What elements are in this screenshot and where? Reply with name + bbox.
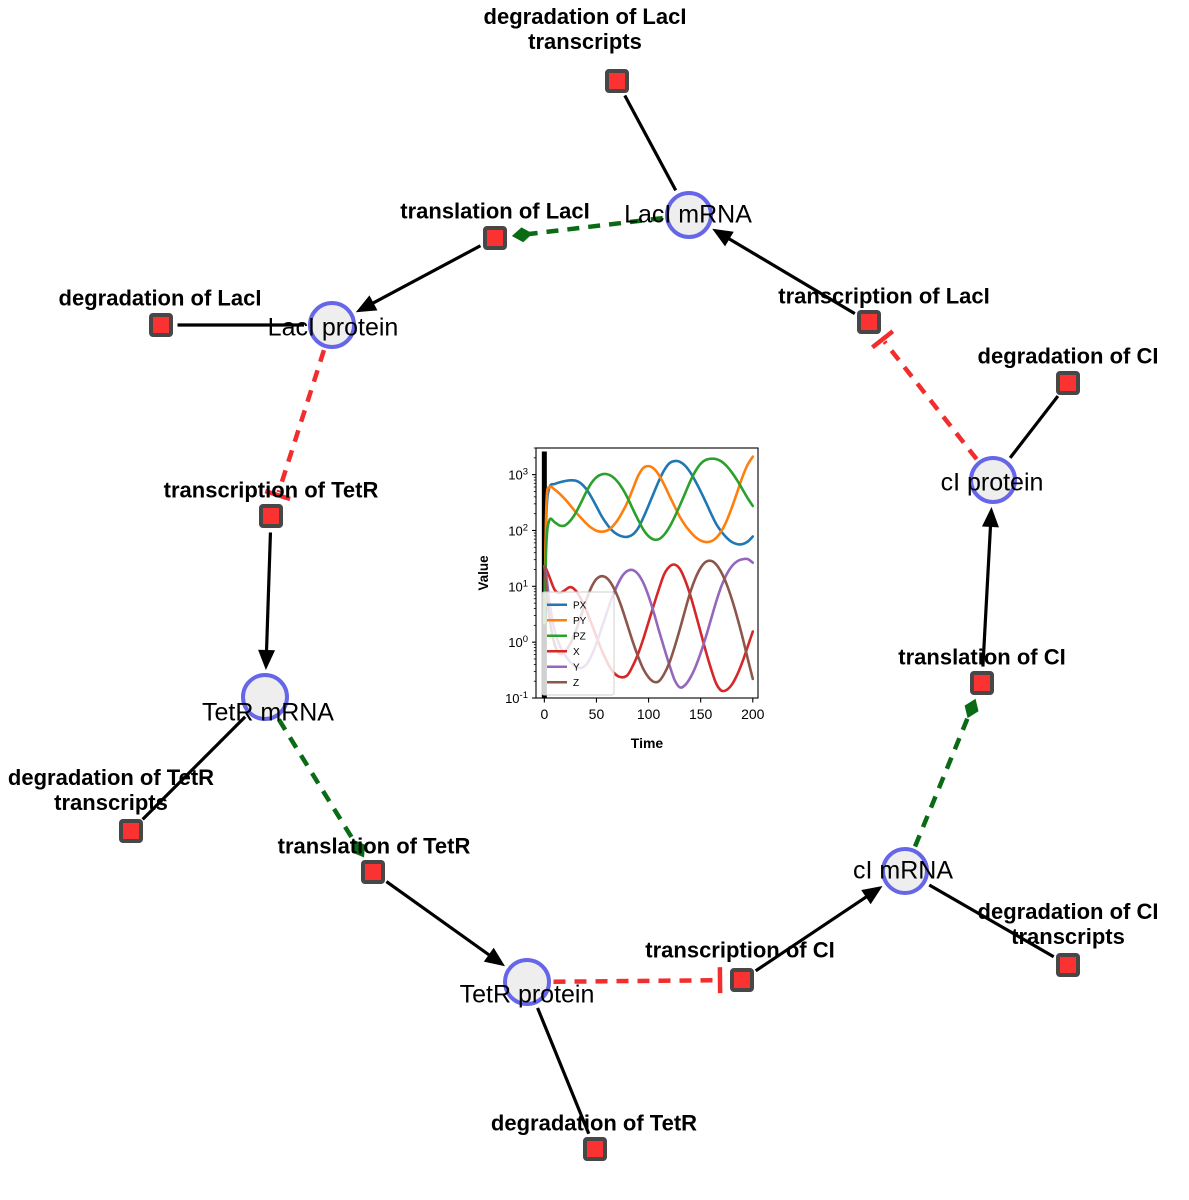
reaction-label-tx_ci: transcription of CI [645, 937, 835, 963]
simulation-inset-chart: 10-1 100 101 102 103 0 50 100 150 200 Time Value PX P… [474, 436, 774, 756]
chart-series-group [541, 451, 755, 698]
y-tick-label: 101 [508, 578, 528, 594]
legend-label-PX: PX [573, 601, 587, 612]
edge-tln_ci-to-ci_prot [981, 506, 999, 667]
reaction-label-tln_laci: translation of LacI [400, 198, 590, 224]
edge-deg_ci-to-ci_prot [1008, 395, 1060, 459]
series-line-PY [543, 455, 755, 625]
x-tick-label: 0 [540, 706, 548, 722]
x-axis-label: Time [631, 735, 664, 751]
reaction-label-deg_ci: degradation of CI [977, 343, 1159, 369]
legend-label-Z: Z [573, 678, 579, 689]
reaction-label-tx_tetr: transcription of TetR [163, 477, 379, 503]
reaction-node-tx_tetr[interactable] [259, 504, 283, 528]
species-node-tetr_prot[interactable] [503, 958, 551, 1006]
legend-box [541, 591, 615, 696]
chart-background [474, 436, 774, 756]
reaction-label-tln_ci: translation of CI [898, 644, 1066, 670]
species-label-ci_mrna: cI mRNA [853, 856, 953, 885]
species-node-ci_prot[interactable] [969, 456, 1017, 504]
species-node-tetr_mrna[interactable] [241, 673, 289, 721]
reaction-node-deg_ci_tx[interactable] [1056, 953, 1080, 977]
species-node-laci_prot[interactable] [308, 301, 356, 349]
reaction-node-tln_laci[interactable] [483, 226, 507, 250]
reaction-node-deg_tetr[interactable] [583, 1137, 607, 1161]
edge-ci_prot-to-tx_laci [870, 329, 979, 461]
y-tick-label: 10-1 [505, 690, 528, 706]
reaction-node-tx_laci[interactable] [857, 310, 881, 334]
y-tick-label: 103 [508, 467, 528, 483]
species-node-laci_mrna[interactable] [665, 191, 713, 239]
chart-legend: PX PY PZ XYZ [541, 591, 615, 696]
edge-tetr_prot-to-tx_ci [553, 967, 723, 994]
reaction-node-tx_ci[interactable] [730, 968, 754, 992]
reaction-label-tln_tetr: translation of TetR [277, 833, 471, 859]
reaction-node-deg_tetr_tx[interactable] [119, 819, 143, 843]
edge-tln_laci-to-laci_prot [355, 244, 482, 313]
species-label-ci_prot: cI protein [940, 468, 1044, 497]
edge-deg_tetr-to-tetr_prot [536, 1007, 591, 1135]
reaction-node-deg_laci_tx[interactable] [605, 69, 629, 93]
species-label-tetr_mrna: TetR mRNA [202, 698, 334, 727]
x-tick-label: 200 [741, 706, 765, 722]
reaction-label-deg_laci: degradation of LacI [58, 285, 262, 311]
reaction-node-tln_tetr[interactable] [361, 860, 385, 884]
edge-tln_tetr-to-tetr_prot [385, 880, 506, 967]
reaction-label-tx_laci: transcription of LacI [778, 283, 990, 309]
x-tick-label: 150 [689, 706, 713, 722]
edge-deg_laci_tx-to-laci_mrna [623, 94, 678, 192]
edge-tx_tetr-to-tetr_mrna [258, 532, 276, 671]
series-line-X [543, 563, 755, 693]
species-label-laci_prot: LacI protein [267, 313, 399, 342]
legend-label-PZ: PZ [573, 632, 586, 643]
edge-deg_ci_tx-to-ci_mrna [928, 883, 1055, 959]
edge-deg_tetr_tx-to-tetr_mrna [141, 715, 247, 821]
edge-ci_mrna-to-tln_ci [912, 698, 979, 848]
species-label-tetr_prot: TetR protein [459, 980, 595, 1009]
y-tick-label: 102 [508, 522, 528, 538]
edge-tx_ci-to-ci_mrna [754, 886, 883, 973]
species-label-laci_mrna: LacI mRNA [624, 200, 752, 229]
reaction-node-deg_laci[interactable] [149, 313, 173, 337]
reaction-node-deg_ci[interactable] [1056, 371, 1080, 395]
legend-label-PY: PY [573, 616, 587, 627]
species-node-ci_mrna[interactable] [881, 847, 929, 895]
edge-laci_prot-to-tx_tetr [264, 349, 327, 502]
chart-plot-frame [535, 447, 759, 699]
x-tick-label: 50 [589, 706, 605, 722]
reaction-label-deg_tetr_tx: degradation of TetR transcripts [7, 765, 215, 815]
x-tick-label: 100 [637, 706, 661, 722]
edge-laci_mrna-to-tln_laci [511, 215, 663, 243]
reaction-label-deg_ci_tx: degradation of CI transcripts [977, 899, 1159, 949]
legend-label-Y: Y [573, 663, 580, 674]
reaction-label-deg_tetr: degradation of TetR [490, 1110, 698, 1136]
series-line-PX [543, 459, 755, 625]
y-axis-label: Value [476, 555, 491, 591]
edge-tx_laci-to-laci_mrna [712, 228, 856, 315]
series-line-PZ [543, 457, 755, 625]
edge-tetr_mrna-to-tln_tetr [277, 718, 365, 858]
y-tick-label: 100 [508, 634, 528, 650]
legend-label-X: X [573, 647, 580, 658]
reaction-label-deg_laci_tx: degradation of LacI transcripts [483, 4, 687, 54]
reaction-node-tln_ci[interactable] [970, 671, 994, 695]
